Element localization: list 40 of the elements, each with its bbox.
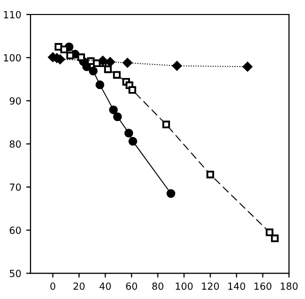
point <box>242 62 252 72</box>
y-tick-label: 50 <box>10 270 21 278</box>
y-tick-label: 90 <box>10 97 21 105</box>
x-tick-label: 60 <box>126 282 138 290</box>
point <box>66 52 74 60</box>
point <box>124 128 134 138</box>
x-tick-label: 140 <box>228 282 246 290</box>
x-tick-label: 100 <box>176 282 193 290</box>
x-tick-label: 180 <box>280 282 298 290</box>
point <box>96 80 104 90</box>
y-tick-label: 100 <box>4 54 21 62</box>
point <box>88 66 98 76</box>
x-tick-label: 120 <box>202 282 219 290</box>
point <box>113 71 121 79</box>
point <box>166 189 176 198</box>
y-tick-label: 110 <box>4 10 21 18</box>
point <box>128 136 138 146</box>
point <box>271 234 279 242</box>
x-tick-label: 160 <box>254 282 272 290</box>
point <box>113 112 122 122</box>
y-tick-label: 60 <box>10 226 21 234</box>
x-tick-label: 40 <box>100 282 111 290</box>
point <box>172 60 182 71</box>
x-tick-label: 20 <box>74 282 85 290</box>
x-tick-label: 0 <box>50 282 56 290</box>
point <box>77 53 85 62</box>
point <box>105 57 115 67</box>
x-tick-label: 80 <box>152 282 164 290</box>
point <box>162 120 170 128</box>
point <box>104 65 112 74</box>
y-tick-label: 70 <box>10 184 21 191</box>
y-tick-label: 80 <box>10 140 21 148</box>
point <box>266 228 274 236</box>
point <box>98 56 108 66</box>
point <box>109 105 118 114</box>
point <box>54 43 62 51</box>
point <box>206 170 214 178</box>
point <box>128 86 136 94</box>
point <box>60 46 68 54</box>
point <box>122 58 132 68</box>
